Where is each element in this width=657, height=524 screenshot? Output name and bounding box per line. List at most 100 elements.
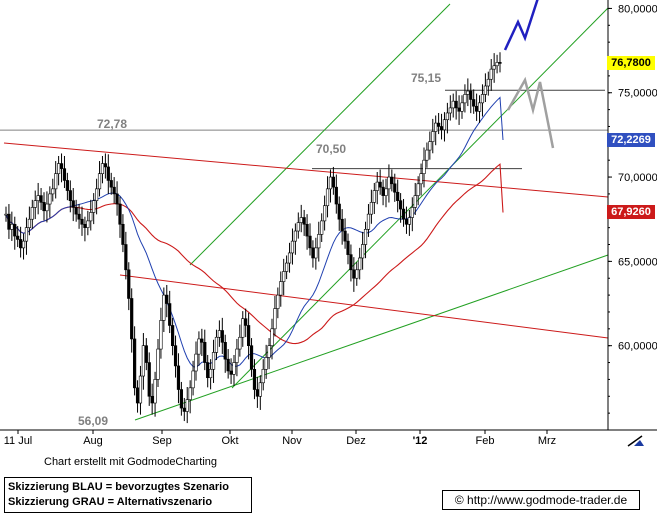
candle-body bbox=[159, 320, 163, 350]
candle-body bbox=[311, 247, 315, 259]
candle-body bbox=[469, 90, 473, 100]
candle-body bbox=[381, 186, 385, 196]
legend-entry-gray: Skizzierung GRAU = Alternativszenario bbox=[8, 496, 213, 508]
candle-body bbox=[293, 230, 297, 242]
candle-body bbox=[203, 342, 207, 363]
candle-body bbox=[4, 213, 8, 216]
candle-body bbox=[454, 100, 458, 109]
candle-body bbox=[144, 345, 148, 363]
candle-body bbox=[244, 318, 248, 326]
candle-body bbox=[59, 163, 64, 169]
candle-body bbox=[439, 126, 444, 131]
candle-body bbox=[261, 368, 265, 384]
candle-body bbox=[334, 186, 338, 205]
candle-body bbox=[285, 262, 289, 272]
candle-body bbox=[229, 370, 233, 375]
candle-body bbox=[445, 112, 449, 121]
gridlines bbox=[0, 89, 608, 170]
candle-body bbox=[182, 407, 186, 412]
candle-body bbox=[51, 188, 55, 195]
y-tick-label: 75,0000 bbox=[618, 88, 657, 100]
candle-body bbox=[486, 78, 490, 87]
candle-body bbox=[16, 235, 20, 240]
y-tick-label: 65,0000 bbox=[618, 256, 657, 268]
y-axis-ticks: 80,0000 75,0000 70,0000 65,0000 60,0000 bbox=[608, 3, 657, 414]
trend-line-tool-icon[interactable] bbox=[620, 432, 656, 450]
candle-body bbox=[480, 94, 485, 104]
candle-body bbox=[217, 330, 221, 338]
candle-body bbox=[209, 368, 213, 379]
candle-body bbox=[121, 223, 125, 245]
candle-body bbox=[340, 218, 344, 232]
x-tick-label: Nov bbox=[282, 435, 302, 447]
ma-short-blue bbox=[5, 96, 504, 368]
candle-body bbox=[489, 68, 493, 80]
candle-body bbox=[270, 328, 274, 346]
candle-body bbox=[457, 107, 461, 112]
candle-body bbox=[279, 281, 283, 296]
candle-body bbox=[173, 345, 178, 367]
candle-body bbox=[451, 100, 455, 109]
annotation-labels: 72,78 70,50 75,15 56,09 bbox=[78, 71, 441, 428]
candle-body bbox=[45, 203, 49, 212]
candle-body bbox=[100, 163, 105, 174]
annotation-label-72-78: 72,78 bbox=[97, 117, 127, 131]
candle-body bbox=[358, 257, 362, 271]
candle-body bbox=[475, 105, 479, 112]
long-support-line bbox=[134, 254, 609, 421]
candle-body bbox=[71, 200, 75, 208]
candle-body bbox=[466, 90, 470, 95]
candle-body bbox=[495, 62, 499, 67]
candle-body bbox=[109, 180, 113, 188]
candle-body bbox=[387, 176, 391, 190]
candle-body bbox=[62, 168, 67, 181]
candle-body bbox=[320, 220, 324, 235]
candle-body bbox=[115, 193, 119, 205]
candle-body bbox=[328, 176, 333, 190]
candle-body bbox=[472, 99, 476, 107]
candle-body bbox=[106, 166, 110, 181]
x-axis-ticks: 11 Jul Aug Sep Okt Nov Dez '12 Feb Mrz bbox=[4, 430, 556, 447]
y-tick-label: 60,0000 bbox=[618, 341, 657, 353]
source-url[interactable]: http://www.godmode-trader.de bbox=[467, 493, 628, 507]
candle-body bbox=[21, 240, 26, 249]
candle-body bbox=[448, 107, 452, 114]
candle-body bbox=[130, 298, 134, 340]
candle-body bbox=[434, 122, 438, 132]
candle-body bbox=[168, 303, 172, 326]
scenario-legend: Skizzierung BLAU = bevorzugtes Szenario … bbox=[4, 477, 252, 513]
candle-body bbox=[179, 389, 183, 409]
moving-averages bbox=[5, 96, 504, 368]
candle-body bbox=[273, 308, 277, 330]
candle-body bbox=[401, 208, 406, 220]
candle-body bbox=[10, 223, 14, 230]
candle-body bbox=[19, 239, 23, 249]
blue-scenario-sketch bbox=[503, 0, 539, 51]
candle-body bbox=[141, 345, 145, 377]
source-url-box[interactable]: © http://www.godmode-trader.de bbox=[442, 490, 640, 510]
candle-body bbox=[287, 252, 292, 264]
candle-body bbox=[223, 342, 227, 360]
candle-body bbox=[39, 195, 43, 203]
candle-body bbox=[422, 159, 426, 174]
price-tag-76-7800: 76,7800 bbox=[607, 55, 655, 70]
candle-body bbox=[13, 223, 17, 237]
scenario-sketch bbox=[503, 0, 555, 149]
candle-body bbox=[211, 352, 216, 370]
candle-body bbox=[118, 203, 122, 225]
candle-body bbox=[314, 247, 318, 259]
candle-body bbox=[86, 220, 90, 228]
annotation-label-75-15: 75,15 bbox=[411, 71, 441, 85]
candle-body bbox=[133, 338, 137, 389]
candle-body bbox=[305, 223, 309, 237]
legend-entry-blue: Skizzierung BLAU = bevorzugtes Szenario bbox=[8, 481, 229, 493]
candle-body bbox=[68, 190, 72, 201]
candle-body bbox=[282, 271, 286, 282]
candle-body bbox=[103, 163, 107, 168]
candle-body bbox=[325, 188, 330, 207]
candle-body bbox=[30, 207, 34, 220]
candle-body bbox=[188, 387, 192, 400]
x-tick-label: Okt bbox=[221, 435, 238, 447]
candle-body bbox=[361, 244, 365, 259]
